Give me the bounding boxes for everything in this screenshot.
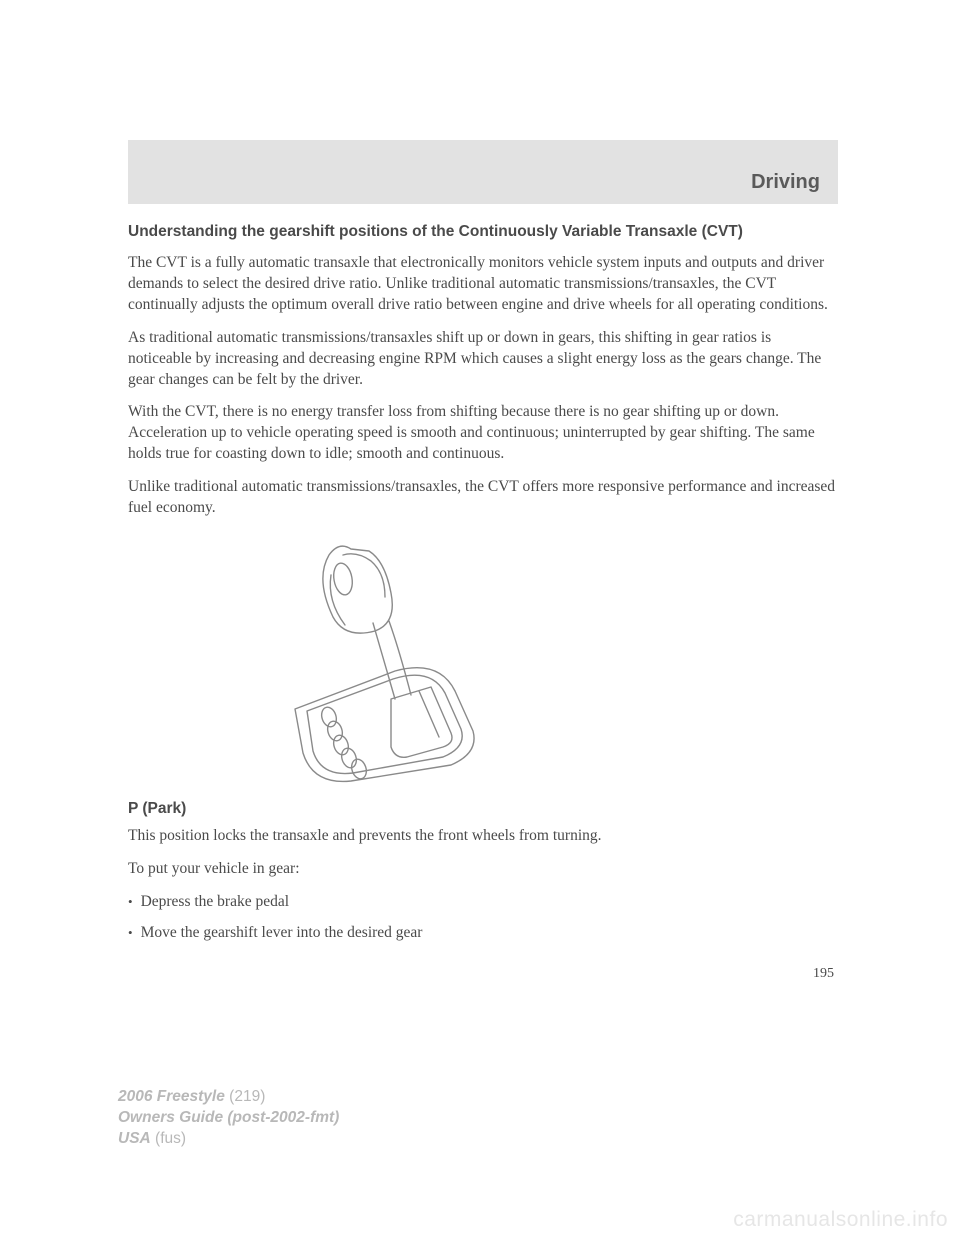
paragraph: With the CVT, there is no energy transfe… bbox=[128, 402, 838, 465]
footer-region-code: (fus) bbox=[155, 1130, 186, 1147]
body-content: Understanding the gearshift positions of… bbox=[128, 204, 838, 982]
bullet-icon: • bbox=[128, 923, 133, 943]
list-item: • Depress the brake pedal bbox=[128, 892, 838, 913]
header-bar: Driving bbox=[128, 140, 838, 204]
footer-model: 2006 Freestyle bbox=[118, 1088, 225, 1105]
heading-park: P (Park) bbox=[128, 800, 838, 818]
list-item: • Move the gearshift lever into the desi… bbox=[128, 923, 838, 944]
heading-cvt: Understanding the gearshift positions of… bbox=[128, 222, 838, 243]
paragraph: This position locks the transaxle and pr… bbox=[128, 826, 838, 847]
section-title: Driving bbox=[751, 171, 820, 194]
paragraph: To put your vehicle in gear: bbox=[128, 859, 838, 880]
footer-guide: Owners Guide (post-2002-fmt) bbox=[118, 1108, 339, 1129]
bullet-text: Move the gearshift lever into the desire… bbox=[141, 923, 423, 944]
paragraph: The CVT is a fully automatic transaxle t… bbox=[128, 253, 838, 316]
footer-line: USA (fus) bbox=[118, 1129, 339, 1150]
bullet-text: Depress the brake pedal bbox=[141, 892, 289, 913]
footer: 2006 Freestyle (219) Owners Guide (post-… bbox=[118, 1087, 339, 1150]
page-number: 195 bbox=[128, 966, 838, 982]
gearshift-icon bbox=[273, 531, 488, 786]
footer-code: (219) bbox=[229, 1088, 265, 1105]
paragraph: As traditional automatic transmissions/t… bbox=[128, 328, 838, 391]
footer-region: USA bbox=[118, 1130, 151, 1147]
page-content: Driving Understanding the gearshift posi… bbox=[128, 140, 838, 982]
footer-line: 2006 Freestyle (219) bbox=[118, 1087, 339, 1108]
watermark: carmanualsonline.info bbox=[733, 1208, 948, 1232]
paragraph: Unlike traditional automatic transmissio… bbox=[128, 477, 838, 519]
bullet-icon: • bbox=[128, 892, 133, 912]
gearshift-figure bbox=[273, 531, 488, 786]
